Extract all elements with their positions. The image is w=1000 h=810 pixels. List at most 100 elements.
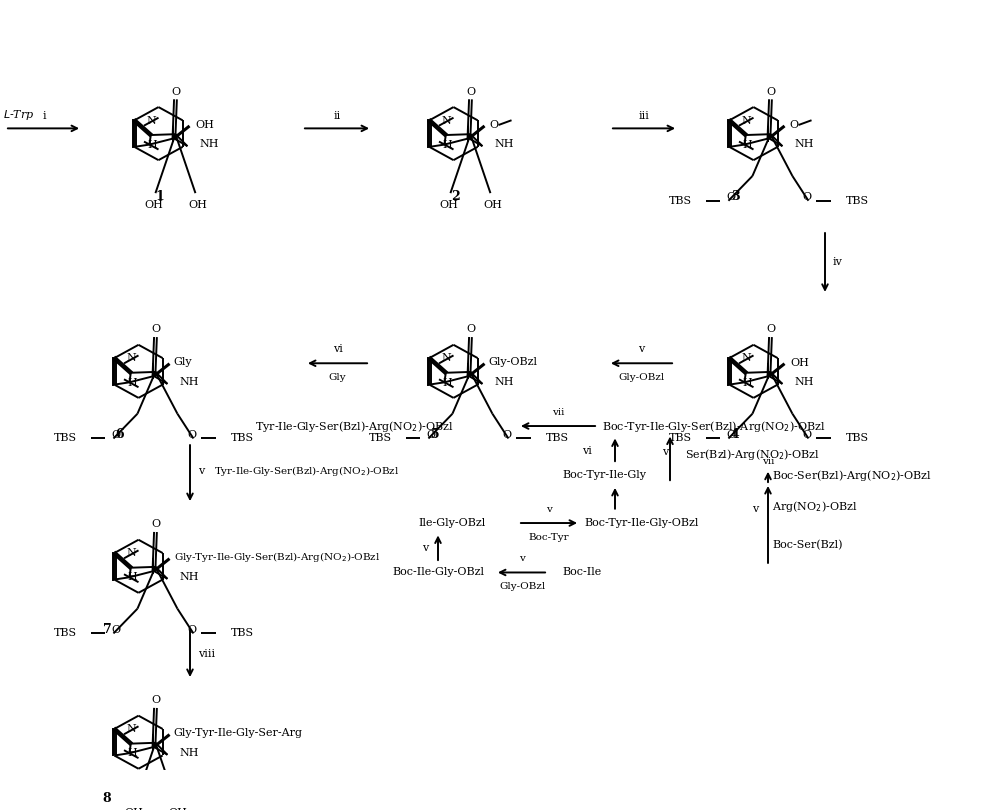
- Text: vi: vi: [582, 446, 592, 456]
- Text: O: O: [151, 695, 160, 706]
- Text: v: v: [662, 447, 668, 457]
- Text: O: O: [802, 192, 811, 202]
- Text: NH: NH: [199, 139, 219, 149]
- Text: O: O: [187, 429, 196, 440]
- Text: O: O: [726, 429, 735, 440]
- Text: OH: OH: [124, 808, 143, 810]
- Text: O: O: [111, 429, 120, 440]
- Text: vii: vii: [762, 457, 774, 466]
- Text: v: v: [422, 543, 428, 552]
- Text: O: O: [502, 429, 511, 440]
- Text: OH: OH: [168, 808, 187, 810]
- Text: 6: 6: [116, 428, 124, 441]
- Text: Boc-Ile: Boc-Ile: [562, 568, 601, 578]
- Text: Gly-Tyr-Ile-Gly-Ser(Bzl)-Arg(NO$_2$)-OBzl: Gly-Tyr-Ile-Gly-Ser(Bzl)-Arg(NO$_2$)-OBz…: [174, 550, 380, 564]
- Text: O: O: [466, 325, 475, 335]
- Text: TBS: TBS: [845, 196, 869, 206]
- Text: TBS: TBS: [230, 433, 254, 444]
- Text: Boc-Tyr-Ile-Gly-Ser(Bzl)-Arg(NO$_2$)-OBzl: Boc-Tyr-Ile-Gly-Ser(Bzl)-Arg(NO$_2$)-OBz…: [602, 419, 825, 433]
- Text: 3: 3: [731, 190, 739, 203]
- Text: 7: 7: [103, 623, 111, 636]
- Text: Gly-OBzl: Gly-OBzl: [499, 582, 545, 591]
- Text: TBS: TBS: [669, 196, 692, 206]
- Text: 1: 1: [156, 190, 164, 203]
- Text: $L$-Trp: $L$-Trp: [3, 108, 35, 122]
- Text: NH: NH: [179, 748, 199, 758]
- Text: O: O: [790, 120, 799, 130]
- Text: Ser(Bzl)-Arg(NO$_2$)-OBzl: Ser(Bzl)-Arg(NO$_2$)-OBzl: [685, 447, 820, 462]
- Text: Gly-OBzl: Gly-OBzl: [618, 373, 665, 382]
- Text: N: N: [442, 353, 452, 363]
- Text: OH: OH: [196, 120, 214, 130]
- Text: 2: 2: [451, 190, 459, 203]
- Text: O: O: [151, 325, 160, 335]
- Text: vi: vi: [333, 343, 342, 354]
- Text: N: N: [127, 353, 137, 363]
- Text: H: H: [127, 573, 137, 582]
- Text: Boc-Ile-Gly-OBzl: Boc-Ile-Gly-OBzl: [392, 568, 484, 578]
- Text: O: O: [766, 87, 775, 96]
- Text: OH: OH: [144, 199, 163, 210]
- Text: Ile-Gly-OBzl: Ile-Gly-OBzl: [418, 518, 485, 528]
- Text: v: v: [546, 505, 552, 514]
- Text: NH: NH: [179, 572, 199, 582]
- Text: O: O: [111, 625, 120, 634]
- Text: TBS: TBS: [54, 433, 77, 444]
- Text: Boc-Ser(Bzl): Boc-Ser(Bzl): [772, 540, 842, 551]
- Text: v: v: [519, 554, 525, 563]
- Text: N: N: [442, 116, 452, 126]
- Text: H: H: [742, 140, 752, 150]
- Text: Gly-OBzl: Gly-OBzl: [489, 356, 538, 367]
- Text: O: O: [171, 87, 180, 96]
- Text: N: N: [127, 724, 137, 734]
- Text: v: v: [198, 466, 204, 475]
- Text: TBS: TBS: [545, 433, 569, 444]
- Text: H: H: [442, 140, 452, 150]
- Text: TBS: TBS: [845, 433, 869, 444]
- Text: i: i: [42, 111, 46, 121]
- Text: Boc-Tyr-Ile-Gly: Boc-Tyr-Ile-Gly: [562, 471, 646, 480]
- Text: O: O: [490, 120, 499, 130]
- Text: O: O: [426, 429, 435, 440]
- Text: vii: vii: [552, 407, 564, 416]
- Text: ii: ii: [333, 111, 341, 121]
- Text: N: N: [147, 116, 157, 126]
- Text: v: v: [638, 343, 645, 354]
- Text: O: O: [187, 625, 196, 634]
- Text: OH: OH: [439, 199, 458, 210]
- Text: NH: NH: [494, 139, 514, 149]
- Text: Tyr-Ile-Gly-Ser(Bzl)-Arg(NO$_2$)-OBzl: Tyr-Ile-Gly-Ser(Bzl)-Arg(NO$_2$)-OBzl: [214, 463, 399, 478]
- Text: Gly-Tyr-Ile-Gly-Ser-Arg: Gly-Tyr-Ile-Gly-Ser-Arg: [174, 727, 303, 738]
- Text: O: O: [802, 429, 811, 440]
- Text: Gly: Gly: [174, 356, 192, 367]
- Text: NH: NH: [794, 377, 814, 387]
- Text: iii: iii: [639, 111, 649, 121]
- Text: TBS: TBS: [54, 629, 77, 638]
- Text: H: H: [742, 377, 752, 387]
- Text: N: N: [742, 116, 752, 126]
- Text: OH: OH: [483, 199, 502, 210]
- Text: TBS: TBS: [230, 629, 254, 638]
- Text: Gly: Gly: [329, 373, 346, 382]
- Text: viii: viii: [198, 650, 215, 659]
- Text: OH: OH: [188, 199, 207, 210]
- Text: H: H: [127, 377, 137, 387]
- Text: Boc-Tyr: Boc-Tyr: [529, 532, 569, 542]
- Text: H: H: [147, 140, 157, 150]
- Text: TBS: TBS: [369, 433, 392, 444]
- Text: O: O: [766, 325, 775, 335]
- Text: iv: iv: [833, 258, 843, 267]
- Text: N: N: [742, 353, 752, 363]
- Text: O: O: [726, 192, 735, 202]
- Text: H: H: [442, 377, 452, 387]
- Text: OH: OH: [791, 358, 809, 368]
- Text: 8: 8: [103, 792, 111, 805]
- Text: Tyr-Ile-Gly-Ser(Bzl)-Arg(NO$_2$)-OBzl: Tyr-Ile-Gly-Ser(Bzl)-Arg(NO$_2$)-OBzl: [255, 419, 454, 433]
- Text: O: O: [151, 519, 160, 530]
- Text: O: O: [466, 87, 475, 96]
- Text: Boc-Tyr-Ile-Gly-OBzl: Boc-Tyr-Ile-Gly-OBzl: [584, 518, 698, 528]
- Text: 4: 4: [731, 428, 739, 441]
- Text: NH: NH: [494, 377, 514, 387]
- Text: NH: NH: [794, 139, 814, 149]
- Text: Boc-Ser(Bzl)-Arg(NO$_2$)-OBzl: Boc-Ser(Bzl)-Arg(NO$_2$)-OBzl: [772, 468, 932, 483]
